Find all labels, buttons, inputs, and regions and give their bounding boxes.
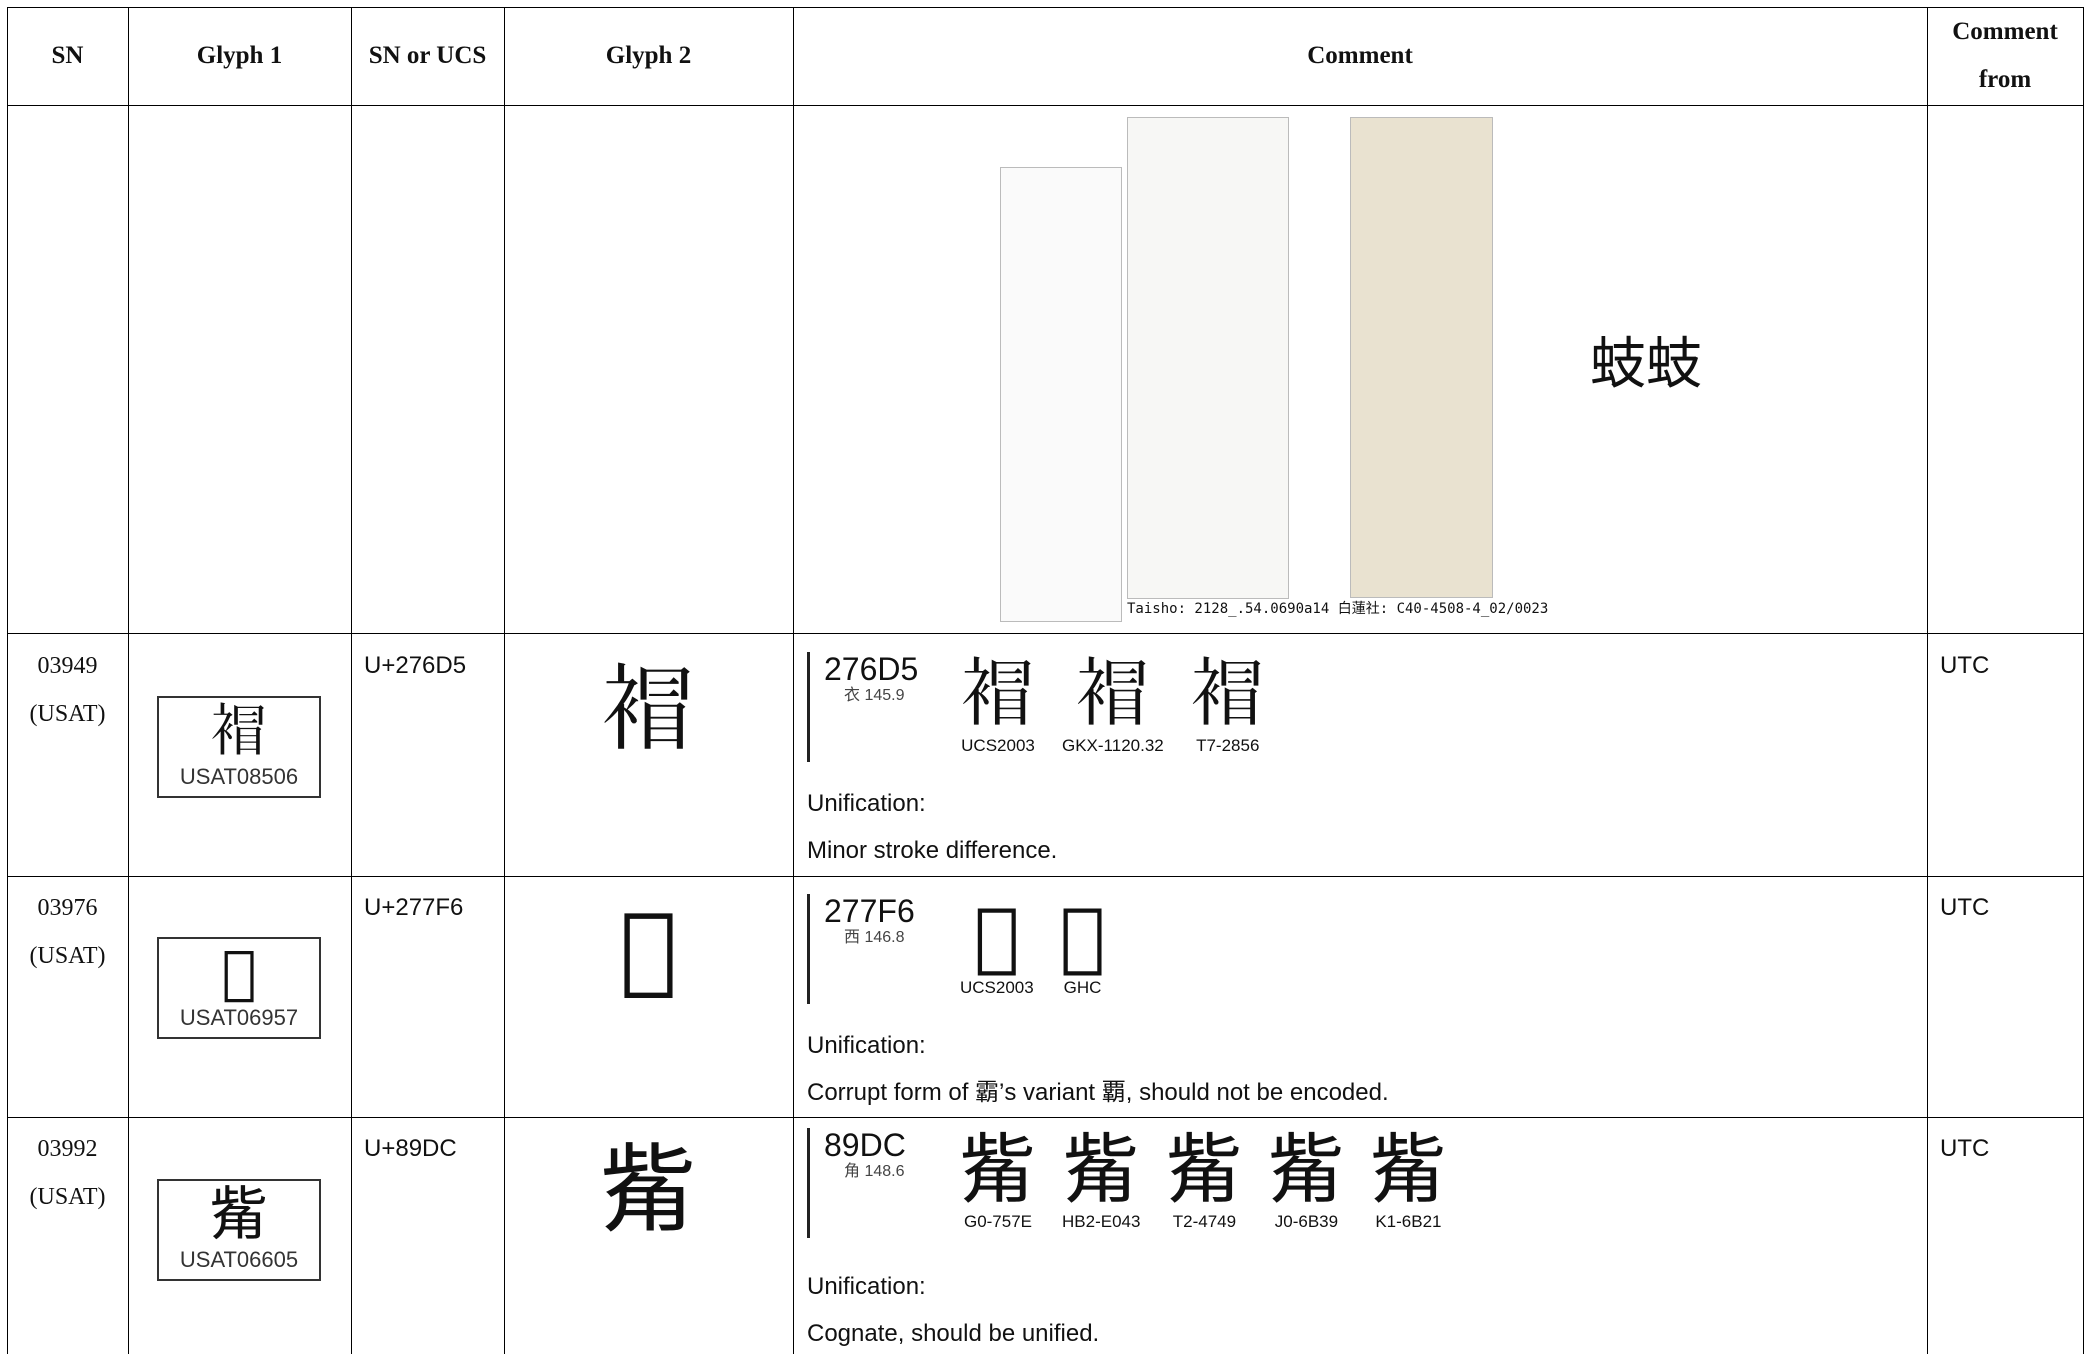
evidence-glyph: 觜 K1-6B21 bbox=[1370, 1128, 1446, 1232]
comment-from: UTC bbox=[1940, 1135, 1990, 1162]
rule bbox=[7, 7, 8, 1354]
source-label: HB2-E043 bbox=[1062, 1212, 1141, 1231]
evidence-glyph: 觜 J0-6B39 bbox=[1268, 1128, 1344, 1232]
comment-line: Minor stroke difference. bbox=[807, 837, 1058, 864]
glyph1: 𧟶 bbox=[221, 938, 257, 1006]
glyph: 觜 bbox=[1166, 1125, 1243, 1214]
comment-line: Unification: bbox=[807, 1273, 926, 1300]
source-label: UCS2003 bbox=[960, 978, 1034, 997]
sn-source: (USAT) bbox=[29, 943, 106, 969]
glyph1-label: USAT06957 bbox=[179, 1005, 299, 1030]
rule bbox=[7, 1117, 2083, 1118]
rule bbox=[504, 7, 505, 1354]
evidence-glyph: 𧛕 T7-2856 bbox=[1190, 652, 1266, 756]
scan-image bbox=[1127, 117, 1289, 599]
ucs: U+89DC bbox=[364, 1135, 457, 1162]
sn: 03949 bbox=[37, 653, 98, 679]
glyph: 觜 bbox=[1268, 1125, 1345, 1214]
source-label: K1-6B21 bbox=[1375, 1212, 1442, 1231]
source-label: G0-757E bbox=[963, 1212, 1033, 1231]
source-label: UCS2003 bbox=[961, 736, 1035, 755]
evidence-glyph: 觜 G0-757E bbox=[960, 1128, 1036, 1232]
evidence-glyph: 𧛕 GKX-1120.32 bbox=[1062, 652, 1164, 756]
glyph1-label: USAT08506 bbox=[179, 764, 299, 789]
comment-line: Corrupt form of 霸’s variant 覇, should no… bbox=[807, 1079, 1389, 1106]
rule bbox=[2083, 7, 2084, 1354]
evidence-glyph: 觜 HB2-E043 bbox=[1062, 1128, 1140, 1232]
code: 89DC bbox=[824, 1127, 906, 1163]
sn: 03976 bbox=[37, 895, 98, 921]
source-label: J0-6B39 bbox=[1274, 1212, 1339, 1231]
rule bbox=[793, 7, 794, 1354]
radical: 角 148.6 bbox=[844, 1163, 905, 1180]
evidence: 277F6 西 146.8 𧟶 UCS2003 𧟶 GHC bbox=[807, 894, 1105, 1004]
evidence: 276D5 衣 145.9 𧛕 UCS2003 𧛕 GKX-1120.32 𧛕 T7-2… bbox=[807, 652, 1266, 762]
glyph1: 觜 bbox=[209, 1180, 268, 1248]
scan-image bbox=[1000, 167, 1122, 622]
evidence: 89DC 角 148.6 觜 G0-757E 觜 HB2-E043 觜 T2-4749 … bbox=[807, 1128, 1446, 1238]
glyph: 𧛕 bbox=[960, 649, 1036, 738]
header-cell: SN or UCS bbox=[368, 42, 487, 69]
radical: 衣 145.9 bbox=[844, 687, 905, 704]
header-cell: SN bbox=[51, 42, 84, 69]
glyph: 𧛕 bbox=[1074, 649, 1151, 738]
source-label: T7-2856 bbox=[1196, 736, 1260, 755]
glyph2: 𧟶 bbox=[619, 892, 678, 1004]
comment-line: Unification: bbox=[807, 790, 926, 817]
source-label: T2-4749 bbox=[1172, 1212, 1237, 1231]
header-cell: Comment bbox=[1307, 42, 1413, 69]
ucs: U+277F6 bbox=[364, 894, 464, 921]
code: 276D5 bbox=[824, 651, 919, 687]
radical: 西 146.8 bbox=[844, 929, 905, 946]
rule bbox=[7, 876, 2083, 877]
glyph1: 𧛕 bbox=[209, 697, 268, 765]
rule bbox=[7, 7, 2083, 8]
rule bbox=[351, 7, 352, 1354]
source-label: GKX-1120.32 bbox=[1062, 736, 1164, 755]
glyph2: 觜 bbox=[600, 1134, 697, 1246]
header-cell: Glyph 1 bbox=[196, 42, 283, 69]
code: 277F6 bbox=[824, 893, 915, 929]
comment-line: Cognate, should be unified. bbox=[807, 1320, 1100, 1347]
glyph: 𧟶 bbox=[974, 891, 1020, 980]
glyph: 觜 bbox=[960, 1125, 1036, 1214]
ucs: U+276D5 bbox=[364, 652, 467, 679]
glyph1-box: 觜 USAT06605 bbox=[157, 1179, 321, 1281]
evidence-glyph: 觜 T2-4749 bbox=[1166, 1128, 1242, 1232]
header-cell: Glyph 2 bbox=[605, 42, 692, 69]
glyph1-label: USAT06605 bbox=[179, 1247, 299, 1272]
glyph1-box: 𧛕 USAT08506 bbox=[157, 696, 321, 798]
glyph: 觜 bbox=[1370, 1125, 1447, 1214]
comment-from: UTC bbox=[1940, 894, 1990, 921]
evidence-head: 277F6 西 146.8 bbox=[824, 894, 934, 948]
sn-source: (USAT) bbox=[29, 701, 106, 727]
glyph2: 𧛕 bbox=[600, 654, 697, 766]
glyph: 觜 bbox=[1063, 1125, 1140, 1214]
glyph-sample: 蚑蚑 bbox=[1590, 332, 1702, 397]
rule bbox=[1927, 7, 1928, 1354]
rule bbox=[7, 105, 2083, 106]
comment-from: UTC bbox=[1940, 652, 1990, 679]
header-cell: Comment from bbox=[1952, 18, 2058, 93]
scan-image bbox=[1350, 117, 1493, 598]
glyph: 𧛕 bbox=[1189, 649, 1266, 738]
glyph: 𧟶 bbox=[1059, 891, 1106, 980]
evidence-glyph: 𧛕 UCS2003 bbox=[960, 652, 1036, 756]
sn: 03992 bbox=[37, 1136, 98, 1162]
source-label: GHC bbox=[1063, 978, 1102, 997]
evidence-glyph: 𧟶 GHC bbox=[1060, 894, 1106, 998]
rule bbox=[128, 7, 129, 1354]
sn-source: (USAT) bbox=[29, 1184, 106, 1210]
image-caption: Taisho: 2128_.54.0690a14 白蓮社: C40-4508-4… bbox=[1127, 601, 1549, 617]
evidence-head: 276D5 衣 145.9 bbox=[824, 652, 934, 706]
evidence-glyph: 𧟶 UCS2003 bbox=[960, 894, 1034, 998]
glyph1-box: 𧟶 USAT06957 bbox=[157, 937, 321, 1039]
evidence-head: 89DC 角 148.6 bbox=[824, 1128, 934, 1182]
rule bbox=[7, 633, 2083, 634]
comment-line: Unification: bbox=[807, 1032, 926, 1059]
